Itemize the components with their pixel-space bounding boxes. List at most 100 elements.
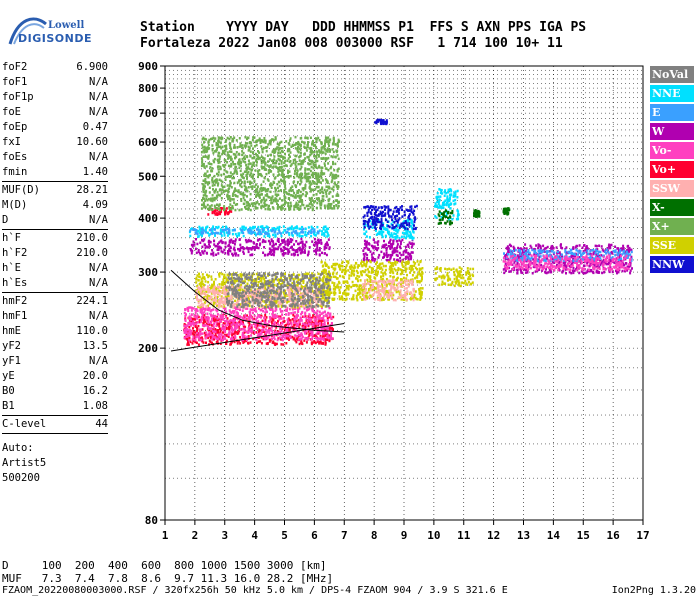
echo-point-sse	[436, 277, 439, 280]
param-row-b0: B0 16.2	[2, 384, 108, 399]
echo-point-w	[558, 261, 561, 265]
echo-point-nne	[394, 229, 397, 232]
echo-point-vominus	[570, 265, 573, 268]
echo-point-e	[249, 229, 252, 232]
echo-point-nne	[406, 229, 409, 233]
echo-point-sse	[390, 265, 393, 268]
echo-point-voplus	[287, 317, 290, 320]
echo-point-w	[602, 258, 605, 262]
echo-point-vominus	[279, 327, 282, 331]
echo-point-sse	[251, 274, 254, 277]
echo-point-sse	[329, 272, 332, 276]
echo-point-sse	[347, 292, 350, 296]
echo-point-w	[324, 243, 327, 247]
echo-point-w	[512, 245, 515, 249]
echo-point-nne	[449, 188, 452, 191]
echo-point-vominus	[270, 337, 273, 340]
digisonde-logo: Lowell DIGISONDE	[4, 6, 91, 46]
echo-point-w	[391, 244, 393, 247]
echo-point-vominus	[310, 338, 313, 341]
echo-point-sse	[402, 265, 405, 268]
echo-point-vominus	[596, 257, 599, 260]
echo-point-vominus	[542, 255, 545, 258]
echo-point-voplus	[214, 328, 217, 331]
echo-point-w	[521, 271, 524, 275]
echo-point-e	[280, 232, 282, 235]
echo-point-w	[604, 249, 607, 252]
echo-point-w	[570, 271, 573, 275]
echo-point-w	[508, 250, 511, 253]
echo-point-sse	[374, 277, 377, 280]
echo-point-e	[232, 228, 235, 232]
echo-point-nne	[386, 224, 389, 227]
echo-point-vominus	[189, 331, 192, 334]
echo-point-w	[389, 247, 392, 250]
echo-point-sse	[358, 285, 361, 289]
echo-point-e	[524, 251, 527, 255]
echo-point-w	[238, 238, 241, 241]
echo-point-vominus	[606, 255, 608, 258]
echo-point-nne	[310, 225, 313, 229]
echo-point-sse	[387, 260, 390, 264]
echo-point-w	[190, 249, 193, 252]
echo-point-w	[315, 252, 318, 256]
echo-point-vominus	[300, 332, 303, 335]
echo-point-sse	[340, 297, 342, 300]
echo-point-voplus	[197, 324, 200, 328]
echo-point-sse	[244, 277, 247, 280]
echo-point-sse	[381, 283, 384, 286]
echo-point-nne	[268, 235, 271, 238]
echo-point-voplus	[274, 329, 277, 332]
echo-point-w	[195, 251, 198, 255]
echo-point-sse	[243, 290, 246, 293]
echo-point-ssw	[314, 306, 317, 309]
echo-point-w	[622, 244, 625, 248]
echo-point-w	[572, 246, 575, 249]
echo-point-nne	[296, 234, 299, 237]
echo-point-w	[621, 269, 624, 273]
param-row-hes: h`Es N/A	[2, 276, 108, 291]
echo-point-vominus	[285, 328, 288, 332]
echo-point-w	[318, 249, 321, 252]
echo-point-w	[596, 271, 599, 274]
echo-point-w	[560, 243, 562, 246]
echo-point-w	[231, 241, 234, 244]
echo-point-voplus	[202, 321, 205, 325]
echo-point-voplus	[214, 334, 217, 338]
echo-point-nne	[326, 232, 329, 235]
echo-point-vominus	[204, 324, 207, 327]
echo-point-nne	[393, 232, 396, 235]
echo-point-w	[411, 242, 414, 245]
echo-point-sse	[273, 278, 275, 281]
echo-point-e	[598, 256, 601, 259]
echo-point-sse	[334, 267, 337, 270]
echo-point-w	[410, 246, 413, 249]
echo-point-w	[259, 242, 262, 245]
echo-point-nne	[289, 226, 292, 230]
echo-point-e	[583, 251, 586, 255]
echo-point-sse	[324, 261, 327, 264]
echo-point-vominus	[555, 255, 558, 259]
echo-point-nne	[258, 231, 261, 234]
echo-point-nne	[282, 231, 285, 234]
echo-point-vominus	[574, 261, 577, 264]
echo-point-vominus	[274, 313, 277, 317]
echo-point-w	[564, 260, 567, 263]
echo-point-sse	[196, 274, 199, 277]
echo-point-sse	[413, 295, 416, 299]
echo-point-vominus	[290, 323, 293, 326]
echo-point-nne	[437, 206, 440, 209]
echo-point-vominus	[228, 309, 231, 312]
echo-point-vominus	[527, 259, 530, 263]
echo-point-vominus	[521, 266, 524, 270]
echo-point-vominus	[200, 317, 203, 320]
echo-point-nne	[231, 232, 234, 236]
echo-point-vominus	[276, 333, 279, 337]
echo-point-vominus	[190, 322, 193, 325]
echo-point-e	[625, 252, 628, 256]
x-tick-label: 2	[192, 529, 199, 542]
echo-point-voplus	[243, 331, 246, 334]
echo-point-voplus	[300, 339, 303, 342]
echo-point-e	[626, 254, 629, 257]
echo-point-w	[208, 243, 210, 246]
